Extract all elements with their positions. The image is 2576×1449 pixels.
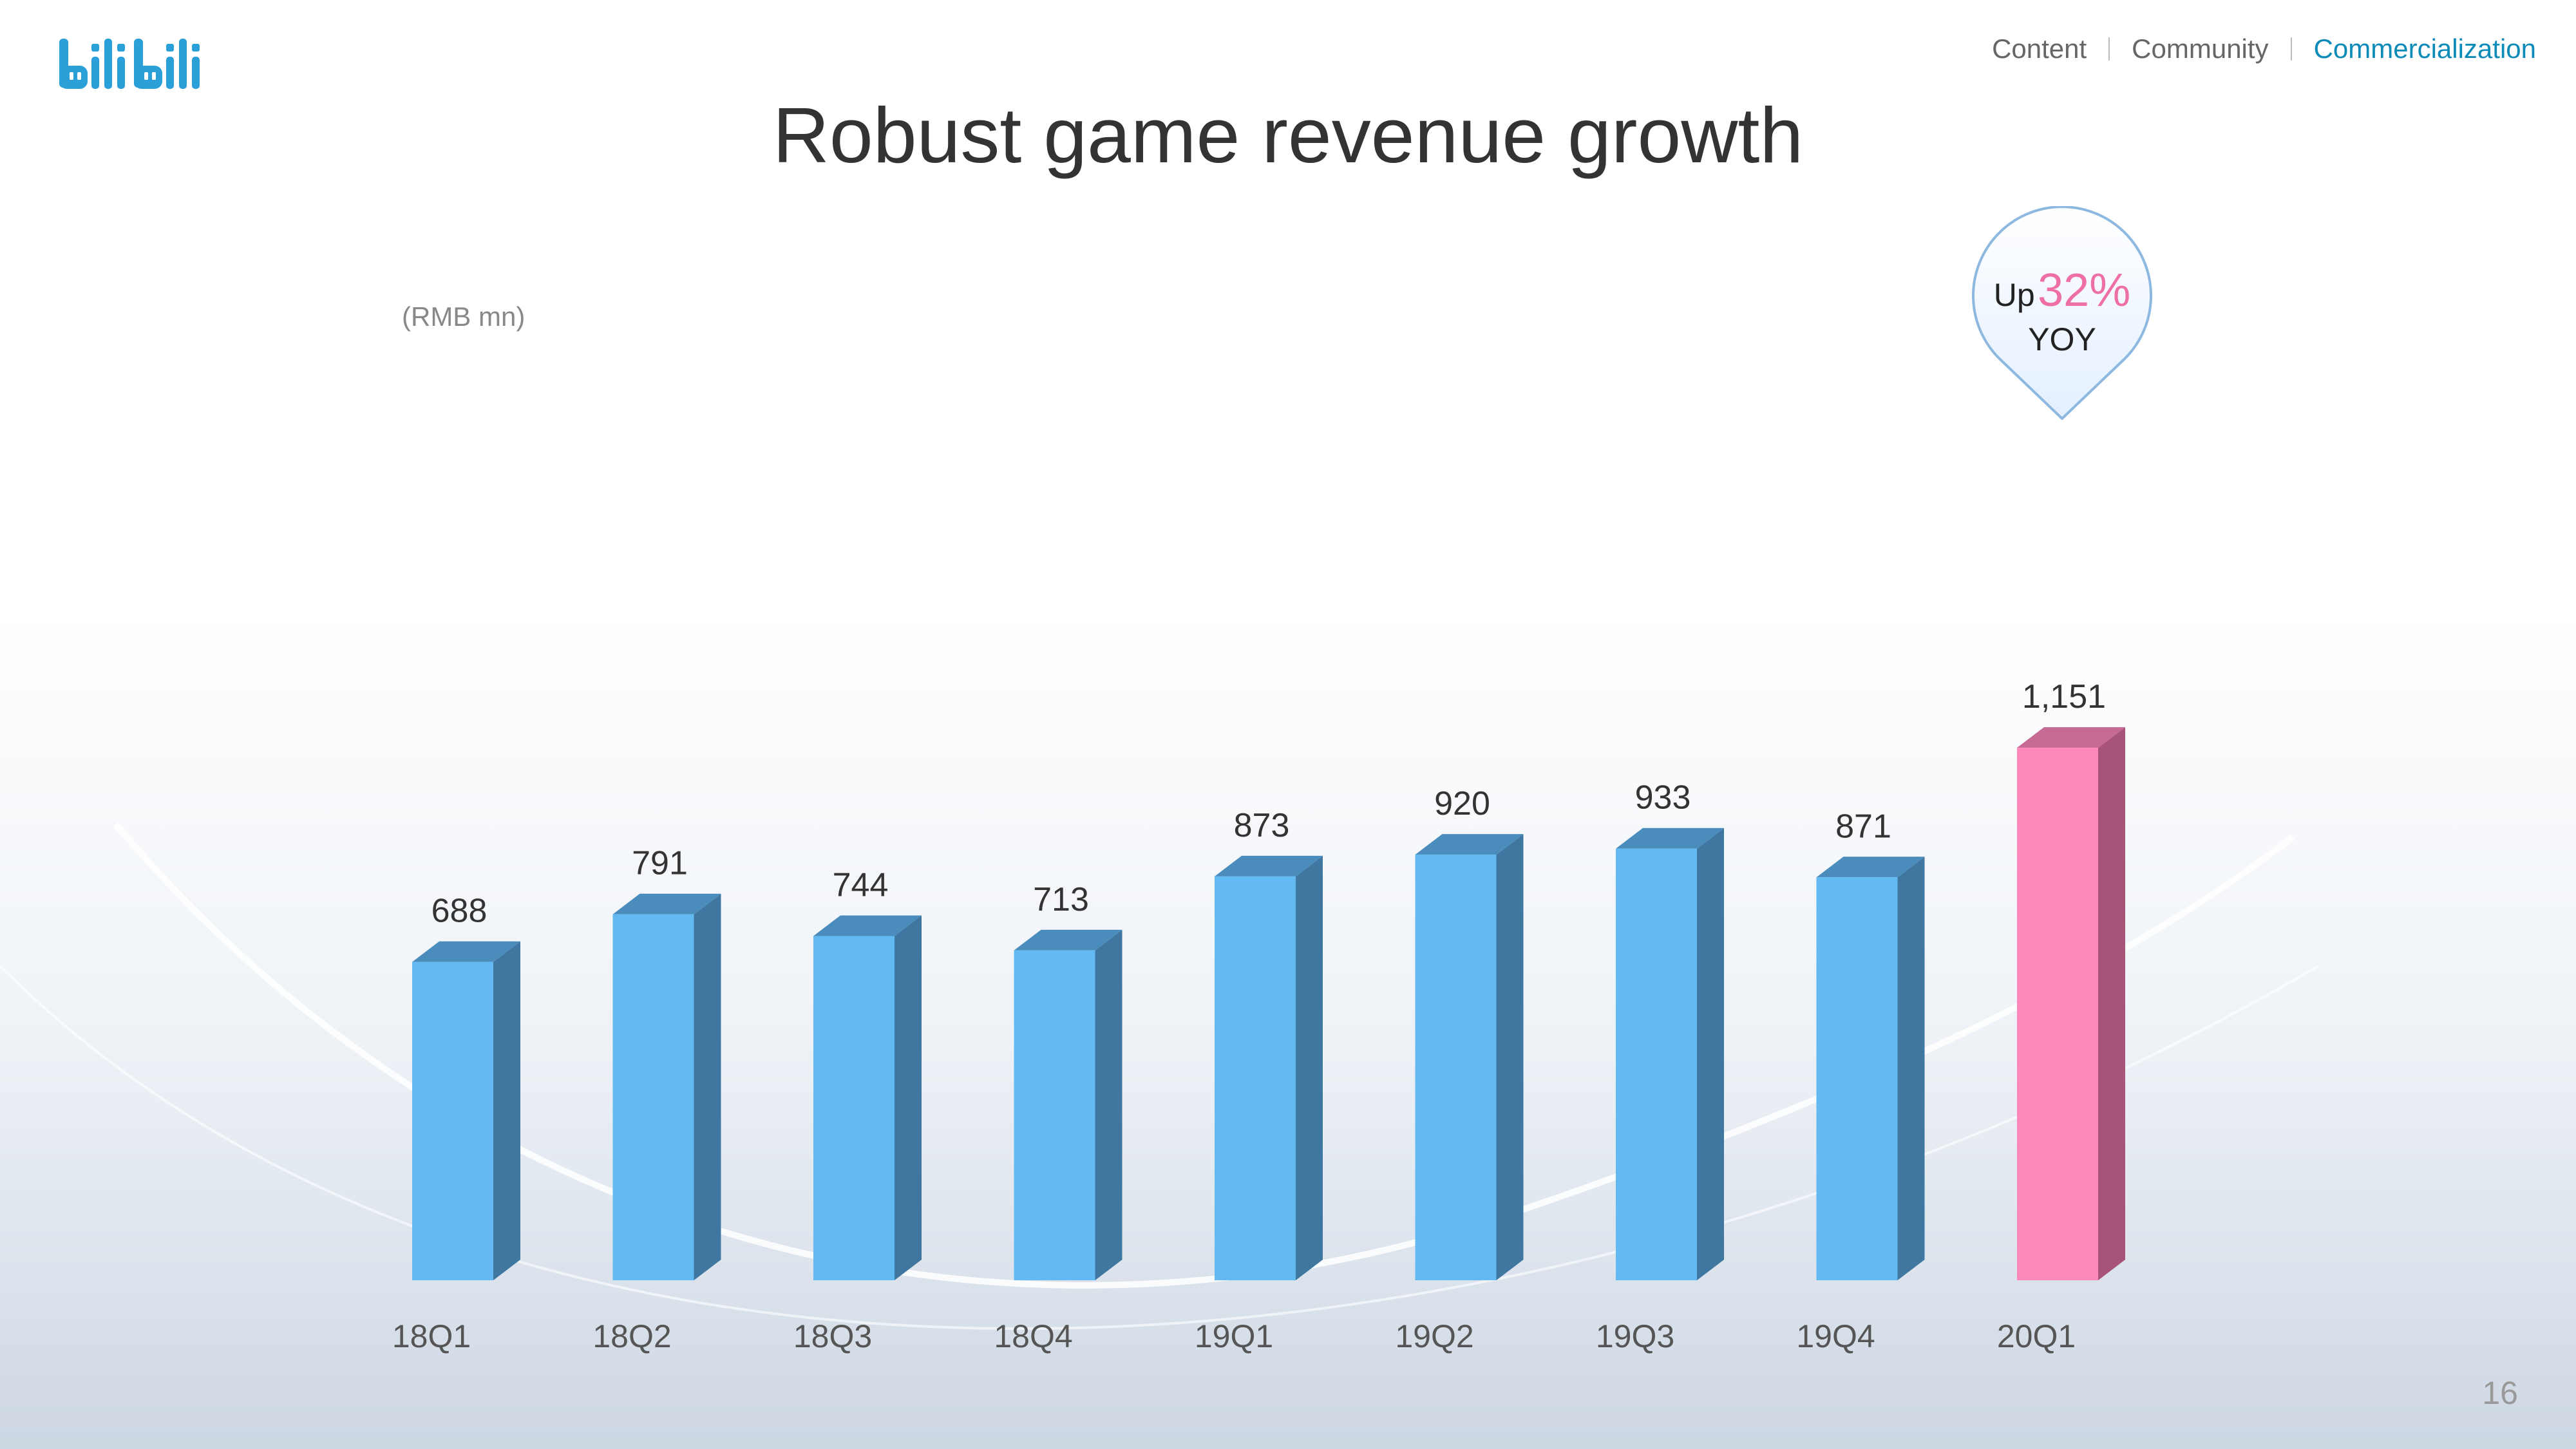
data-label-18q4: 713 (1033, 881, 1089, 918)
bar-18q3 (813, 936, 895, 1280)
data-label-19q1: 873 (1234, 807, 1290, 844)
callout-percentage: 32% (2038, 265, 2131, 316)
bar-top-18q3 (813, 915, 922, 936)
bar-top-20q1 (2017, 727, 2125, 748)
bar-side-19q1 (1296, 855, 1323, 1280)
x-tick-20q1: 20Q1 (1997, 1318, 2076, 1354)
x-tick-18q4: 18Q4 (994, 1318, 1072, 1354)
x-tick-19q4: 19Q4 (1796, 1318, 1875, 1354)
x-tick-18q2: 18Q2 (592, 1318, 671, 1354)
bar-19q1 (1215, 876, 1296, 1280)
data-label-20q1: 1,151 (2022, 678, 2106, 715)
bar-top-18q2 (612, 893, 721, 914)
callout-prefix: Up (1993, 277, 2035, 313)
callout-suffix: YOY (2028, 321, 2096, 357)
growth-callout: Up 32% YOY (1965, 206, 2159, 425)
x-tick-18q1: 18Q1 (392, 1318, 471, 1354)
page-number: 16 (2482, 1375, 2518, 1411)
x-tick-19q2: 19Q2 (1395, 1318, 1473, 1354)
section-nav: Content Community Commercialization (1992, 33, 2536, 64)
bar-top-19q4 (1816, 857, 1925, 878)
data-label-19q4: 871 (1835, 808, 1891, 845)
bar-19q4 (1816, 877, 1898, 1280)
bar-top-19q1 (1215, 855, 1323, 876)
bar-top-19q3 (1616, 828, 1724, 849)
nav-item-community[interactable]: Community (2132, 33, 2269, 64)
bar-20q1 (2017, 748, 2098, 1280)
bar-side-18q3 (895, 915, 922, 1280)
bilibili-logo (52, 32, 206, 109)
bar-side-19q4 (1897, 857, 1925, 1280)
data-label-19q3: 933 (1635, 779, 1691, 817)
bar-18q4 (1014, 950, 1095, 1280)
bar-side-20q1 (2098, 727, 2125, 1280)
slide-title: Robust game revenue growth (772, 91, 1804, 179)
x-tick-18q3: 18Q3 (793, 1318, 872, 1354)
bar-19q3 (1616, 848, 1697, 1280)
data-label-19q2: 920 (1434, 785, 1490, 822)
bar-side-18q4 (1095, 929, 1122, 1280)
x-tick-19q1: 19Q1 (1195, 1318, 1273, 1354)
nav-item-content[interactable]: Content (1992, 33, 2087, 64)
bar-top-18q1 (412, 941, 520, 962)
bar-top-18q4 (1014, 929, 1122, 951)
bar-side-18q2 (694, 893, 721, 1280)
bar-side-18q1 (493, 941, 520, 1280)
bar-19q2 (1415, 855, 1497, 1280)
nav-divider (2290, 37, 2292, 61)
bar-top-19q2 (1415, 834, 1524, 855)
nav-divider (2108, 37, 2110, 61)
bar-side-19q2 (1496, 834, 1524, 1280)
callout-bubble (1972, 206, 2152, 420)
data-label-18q3: 744 (833, 867, 889, 904)
bar-18q1 (412, 961, 493, 1280)
bar-18q2 (612, 914, 694, 1280)
unit-label: (RMB mn) (402, 301, 526, 332)
x-tick-19q3: 19Q3 (1596, 1318, 1674, 1354)
data-label-18q1: 688 (431, 893, 488, 930)
nav-item-commercialization[interactable]: Commercialization (2313, 33, 2536, 64)
bar-side-19q3 (1697, 828, 1724, 1280)
data-label-18q2: 791 (632, 845, 688, 882)
